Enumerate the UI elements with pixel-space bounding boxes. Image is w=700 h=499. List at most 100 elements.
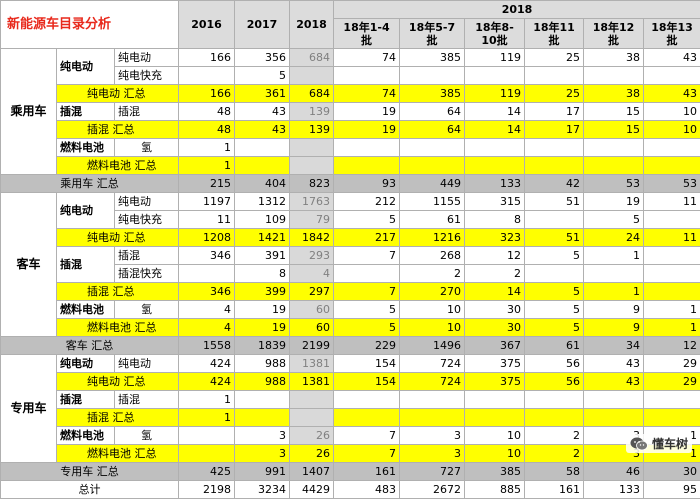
value-cell [644, 211, 700, 229]
value-cell [465, 67, 525, 85]
value-cell [584, 265, 644, 283]
value-cell [644, 247, 700, 265]
subtype-label: 氢 [115, 427, 179, 445]
value-cell: 1 [584, 283, 644, 301]
value-cell: 988 [235, 373, 290, 391]
value-cell: 10 [400, 301, 465, 319]
value-cell: 26 [290, 427, 334, 445]
value-cell [235, 139, 290, 157]
value-cell: 385 [400, 85, 465, 103]
value-cell: 1155 [400, 193, 465, 211]
value-cell: 10 [644, 121, 700, 139]
value-cell: 7 [334, 247, 400, 265]
subtotal-label: 燃料电池 汇总 [57, 157, 179, 175]
category-total-label: 专用车 汇总 [1, 463, 179, 481]
value-cell: 34 [584, 337, 644, 355]
value-cell: 5 [525, 247, 584, 265]
value-cell: 43 [584, 373, 644, 391]
year-header: 2017 [235, 1, 290, 49]
value-cell: 60 [290, 301, 334, 319]
subtotal-label: 插混 汇总 [57, 409, 179, 427]
value-cell: 14 [465, 283, 525, 301]
value-cell: 74 [334, 49, 400, 67]
value-cell: 154 [334, 373, 400, 391]
value-cell [400, 67, 465, 85]
value-cell: 43 [644, 85, 700, 103]
value-cell: 15 [584, 121, 644, 139]
powertrain-label: 插混 [57, 247, 115, 283]
value-cell: 161 [525, 481, 584, 499]
value-cell [525, 139, 584, 157]
batch-header: 18年12 批 [584, 19, 644, 49]
value-cell: 3 [400, 427, 465, 445]
subtotal-label: 插混 汇总 [57, 121, 179, 139]
table-row: 燃料电池氢3267310231 [1, 427, 700, 445]
value-cell [290, 391, 334, 409]
value-cell: 9 [584, 319, 644, 337]
subtype-label: 氢 [115, 139, 179, 157]
value-cell [644, 283, 700, 301]
value-cell: 375 [465, 373, 525, 391]
value-cell [644, 67, 700, 85]
value-cell: 7 [334, 445, 400, 463]
batch-header: 18年8- 10批 [465, 19, 525, 49]
value-cell: 367 [465, 337, 525, 355]
value-cell: 399 [235, 283, 290, 301]
value-cell: 5 [235, 67, 290, 85]
value-cell: 212 [334, 193, 400, 211]
value-cell: 4 [179, 319, 235, 337]
value-cell: 64 [400, 103, 465, 121]
value-cell [644, 265, 700, 283]
value-cell: 991 [235, 463, 290, 481]
value-cell: 1496 [400, 337, 465, 355]
value-cell: 724 [400, 373, 465, 391]
subtype-label: 纯电动 [115, 355, 179, 373]
value-cell: 1558 [179, 337, 235, 355]
value-cell: 1 [179, 139, 235, 157]
batch-group-header: 2018 [334, 1, 700, 19]
value-cell [525, 157, 584, 175]
value-cell: 229 [334, 337, 400, 355]
value-cell: 30 [465, 319, 525, 337]
value-cell: 1216 [400, 229, 465, 247]
value-cell: 1197 [179, 193, 235, 211]
value-cell: 1 [644, 301, 700, 319]
value-cell: 139 [290, 103, 334, 121]
value-cell [644, 157, 700, 175]
value-cell: 215 [179, 175, 235, 193]
value-cell [584, 157, 644, 175]
value-cell: 24 [584, 229, 644, 247]
value-cell [525, 211, 584, 229]
value-cell [400, 139, 465, 157]
value-cell: 404 [235, 175, 290, 193]
value-cell: 375 [465, 355, 525, 373]
value-cell [290, 67, 334, 85]
value-cell: 449 [400, 175, 465, 193]
value-cell [525, 67, 584, 85]
value-cell [584, 409, 644, 427]
value-cell: 2672 [400, 481, 465, 499]
value-cell: 483 [334, 481, 400, 499]
value-cell: 988 [235, 355, 290, 373]
value-cell: 293 [290, 247, 334, 265]
value-cell: 2198 [179, 481, 235, 499]
value-cell [290, 157, 334, 175]
value-cell [334, 139, 400, 157]
value-cell: 1763 [290, 193, 334, 211]
value-cell: 12 [644, 337, 700, 355]
value-cell: 217 [334, 229, 400, 247]
value-cell [584, 391, 644, 409]
wechat-icon [630, 437, 648, 451]
value-cell: 19 [235, 319, 290, 337]
batch-header: 18年5-7 批 [400, 19, 465, 49]
value-cell: 11 [179, 211, 235, 229]
